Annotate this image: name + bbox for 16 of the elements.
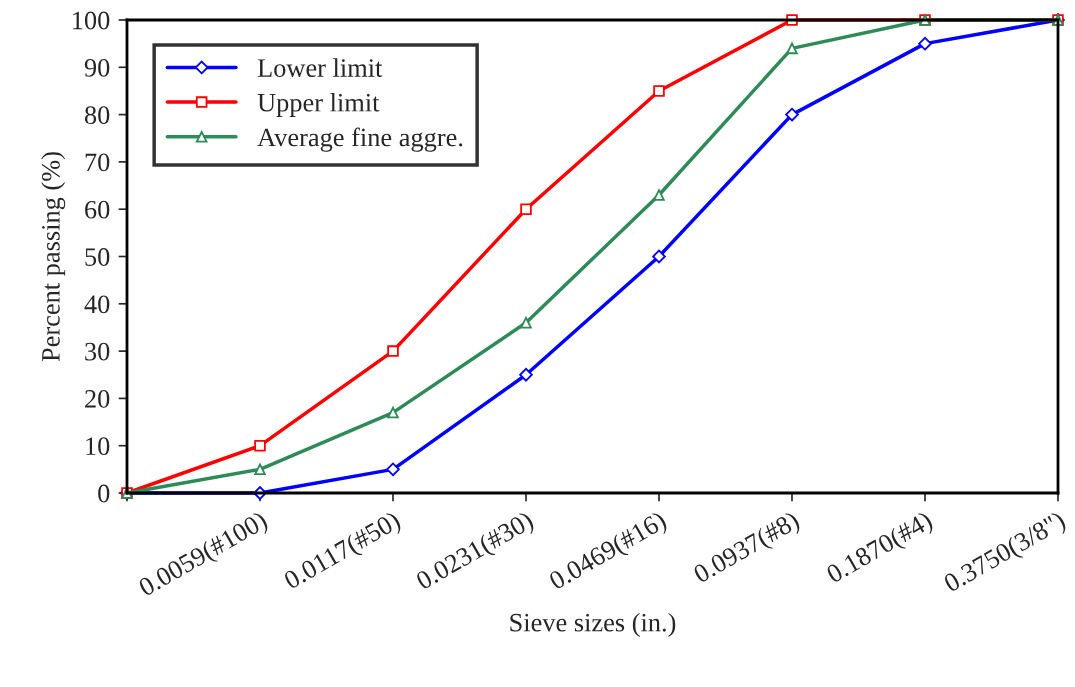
legend-label: Average fine aggre. (257, 127, 463, 152)
y-tick-label: 40 (84, 295, 110, 314)
y-tick-label: 20 (85, 390, 110, 408)
y-tick-label: 0 (98, 484, 110, 503)
y-tick-label: 90 (84, 58, 110, 77)
y-tick-label: 50 (85, 248, 110, 266)
y-tick-label: 70 (85, 153, 110, 172)
y-tick-label: 60 (85, 200, 110, 219)
y-tick-label: 100 (73, 11, 110, 30)
legend-label: Upper limit (257, 93, 380, 117)
x-axis-title: Sieve sizes (in.) (510, 612, 676, 637)
legend-label: Lower limit (257, 58, 383, 77)
y-tick-label: 30 (85, 342, 110, 361)
y-tick-label: 80 (84, 106, 110, 125)
y-axis-title: Percent passing (%) (41, 152, 66, 362)
y-tick-label: 10 (86, 437, 110, 456)
